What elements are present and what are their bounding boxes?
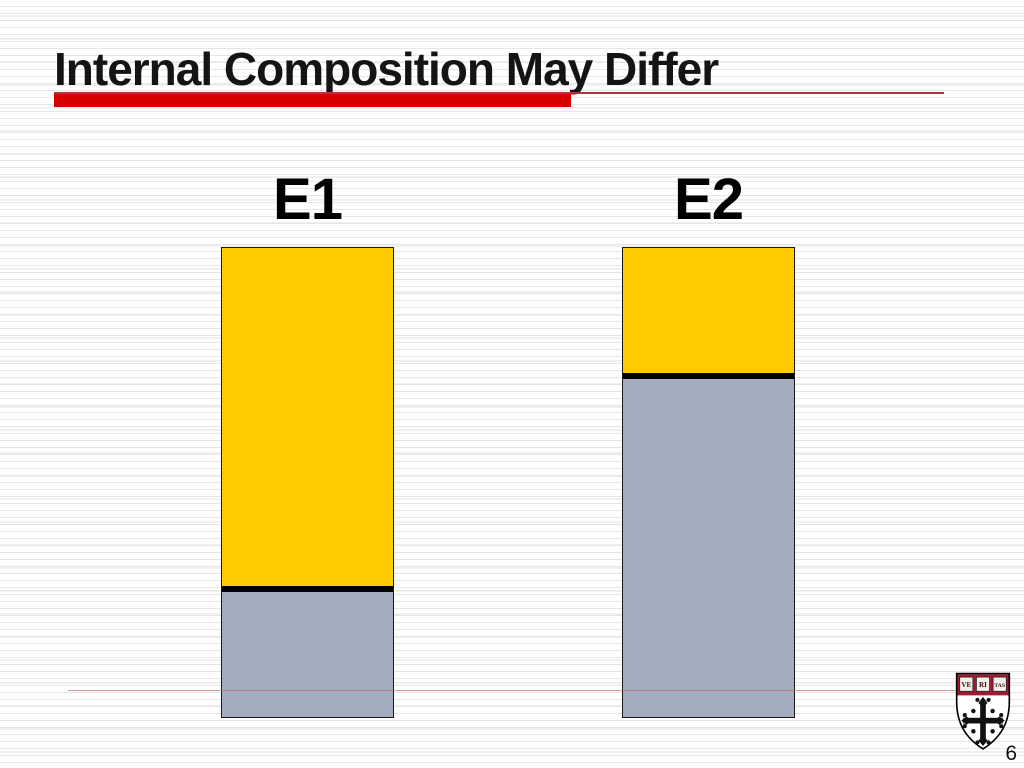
footer-rule [68,690,956,691]
bar-divider [623,373,794,379]
bar-label-e1: E1 [273,167,343,232]
crest-motto-ve: VE [961,681,971,689]
bar-segment-bottom [222,592,393,717]
crest-motto-ri: RI [979,681,987,689]
bar-divider [222,586,393,592]
stacked-bar-e2 [622,247,795,718]
crest-books: VE RI TAS [959,676,1007,692]
page-number: 6 [1005,742,1017,765]
bar-segment-top [222,248,393,586]
title-underline-thick-rule [54,94,571,107]
bar-segment-top [623,248,794,373]
crest-motto-tas: TAS [994,683,1005,689]
title-underline-thin-rule [54,92,944,94]
stacked-bar-e1 [221,247,394,718]
slide-title: Internal Composition May Differ [54,43,719,95]
bar-label-e2: E2 [674,167,744,232]
crest-cross-icon [961,696,1005,746]
bar-segment-bottom [623,379,794,717]
harvard-crest-icon: VE RI TAS [955,672,1011,750]
